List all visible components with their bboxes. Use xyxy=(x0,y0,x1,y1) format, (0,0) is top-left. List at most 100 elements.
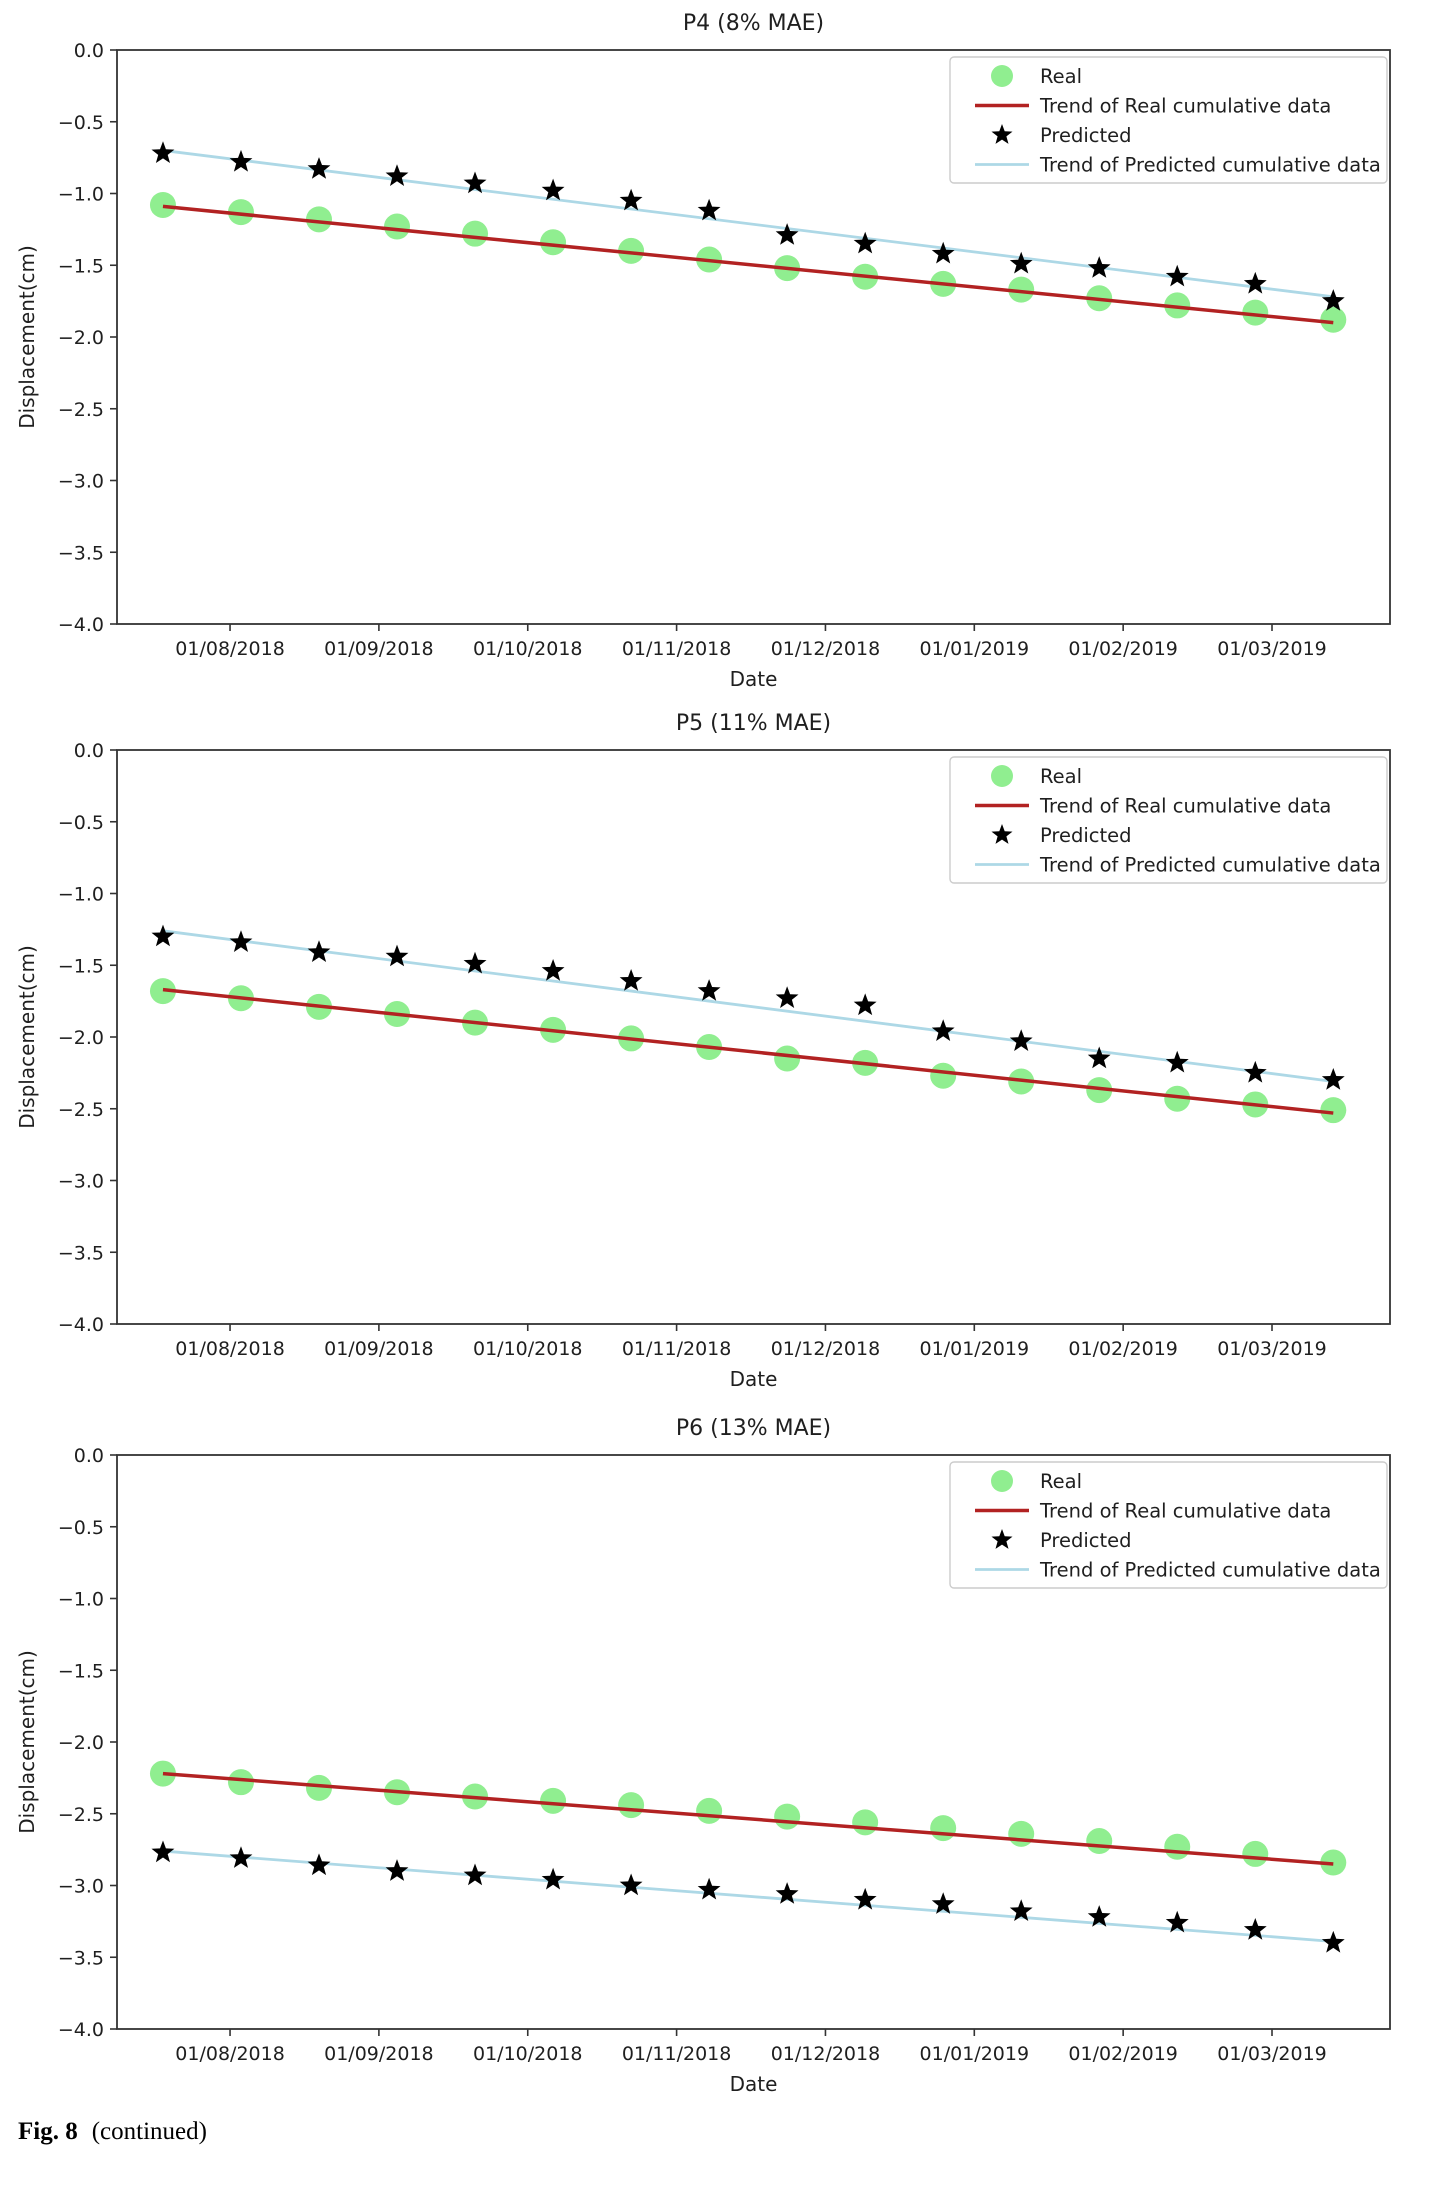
chart-p5: P5 (11% MAE) 0.0 −0.5 −1.0 −1.5 −2.0 −2.5 −3.0 −… xyxy=(0,700,1444,1405)
legend-box: Real Trend of Real cumulative data Predict… xyxy=(949,56,1388,184)
x-tick-label: 01/12/2018 xyxy=(771,1338,881,1360)
x-tick-label: 01/09/2018 xyxy=(324,638,434,660)
real-point xyxy=(227,1769,254,1796)
predicted-series xyxy=(151,1840,1345,1953)
y-tick-label: −1.5 xyxy=(58,1660,104,1682)
real-point xyxy=(1086,1828,1113,1855)
predicted-point xyxy=(1009,251,1033,274)
real-trend-line xyxy=(162,204,1334,325)
predicted-point xyxy=(463,171,487,194)
predicted-point xyxy=(853,231,877,254)
predicted-point xyxy=(1165,1910,1189,1933)
real-point xyxy=(1008,276,1035,303)
predicted-point xyxy=(541,1867,565,1890)
legend-item-label: Trend of Real cumulative data xyxy=(1039,95,1331,118)
predicted-point xyxy=(541,178,565,201)
real-point xyxy=(462,220,489,247)
real-trend-line xyxy=(162,1771,1334,1866)
real-point xyxy=(618,237,645,264)
predicted-point xyxy=(1009,1029,1033,1051)
legend-item-label: Predicted xyxy=(1040,1529,1132,1552)
predicted-point xyxy=(1321,1930,1345,1953)
predicted-point xyxy=(619,188,643,211)
predicted-point xyxy=(307,1853,331,1876)
predicted-point xyxy=(307,940,331,962)
legend-item-label: Predicted xyxy=(1040,124,1132,147)
x-axis: 01/08/2018 01/09/2018 01/10/2018 01/11/2018… xyxy=(175,624,1327,660)
plot-canvas: P5 (11% MAE) 0.0 −0.5 −1.0 −1.5 −2.0 −2.5 −3.0 −… xyxy=(15,711,1391,1391)
x-tick-label: 01/12/2018 xyxy=(771,638,881,660)
y-tick-label: −3.0 xyxy=(58,471,104,493)
real-point xyxy=(1164,1085,1191,1112)
x-tick-label: 01/10/2018 xyxy=(473,638,583,660)
real-series xyxy=(149,191,1347,333)
legend-item: Trend of Real cumulative data xyxy=(975,795,1331,818)
predicted-point xyxy=(1243,271,1267,294)
predicted-point xyxy=(775,986,799,1008)
predicted-point xyxy=(229,930,253,952)
predicted-point xyxy=(1243,1918,1267,1940)
y-tick-label: −1.0 xyxy=(58,1589,104,1611)
legend-item-label: Trend of Predicted cumulative data xyxy=(1039,1559,1381,1582)
predicted-point xyxy=(1243,1060,1267,1083)
x-tick-label: 01/02/2019 xyxy=(1068,1338,1178,1360)
predicted-point xyxy=(1165,264,1189,287)
chart-title: P4 (8% MAE) xyxy=(683,11,824,36)
predicted-point xyxy=(775,1882,799,1904)
predicted-series xyxy=(151,924,1345,1090)
y-tick-label: 0.0 xyxy=(74,740,104,762)
y-tick-label: −0.5 xyxy=(58,112,104,134)
plot-canvas: P6 (13% MAE) 0.0 −0.5 −1.0 −1.5 −2.0 −2.5 −3.0 −… xyxy=(15,1416,1391,2096)
predicted-point xyxy=(1087,1046,1111,1069)
real-point xyxy=(774,1803,801,1830)
y-axis-label: Displacement(cm) xyxy=(15,245,39,429)
y-tick-label: −4.0 xyxy=(58,2019,104,2041)
x-tick-label: 01/11/2018 xyxy=(622,2043,732,2065)
legend-item-label: Trend of Predicted cumulative data xyxy=(1039,154,1381,177)
x-tick-label: 01/08/2018 xyxy=(175,638,285,660)
chart-p4: P4 (8% MAE) 0.0 −0.5 −1.0 −1.5 −2.0 −2.5 −3.0 −3… xyxy=(0,0,1444,705)
legend-item-label: Trend of Predicted cumulative data xyxy=(1039,854,1381,877)
chart-title: P5 (11% MAE) xyxy=(676,711,831,736)
real-point xyxy=(1242,299,1269,326)
x-tick-label: 01/08/2018 xyxy=(175,2043,285,2065)
x-tick-label: 01/09/2018 xyxy=(324,1338,434,1360)
predicted-point xyxy=(1321,289,1345,311)
legend-item: Trend of Real cumulative data xyxy=(975,95,1331,118)
x-tick-label: 01/09/2018 xyxy=(324,2043,434,2065)
predicted-point xyxy=(931,1019,955,1041)
legend-real-marker-icon xyxy=(991,765,1013,787)
y-tick-label: −2.0 xyxy=(58,1732,104,1754)
y-axis: 0.0 −0.5 −1.0 −1.5 −2.0 −2.5 −3.0 −3.5 −4.0 xyxy=(58,1445,117,2041)
y-tick-label: 0.0 xyxy=(74,1445,104,1467)
predicted-point xyxy=(307,157,331,179)
y-tick-label: −2.5 xyxy=(58,1099,104,1121)
x-tick-label: 01/01/2019 xyxy=(920,1338,1030,1360)
real-trend-line xyxy=(162,987,1334,1115)
x-axis: 01/08/2018 01/09/2018 01/10/2018 01/11/2018… xyxy=(175,2029,1327,2065)
y-tick-label: −1.5 xyxy=(58,255,104,277)
real-point xyxy=(1242,1840,1269,1867)
legend-item: Real xyxy=(991,1470,1082,1493)
y-tick-label: −2.0 xyxy=(58,1027,104,1049)
x-tick-label: 01/08/2018 xyxy=(175,1338,285,1360)
predicted-point xyxy=(619,969,643,991)
real-point xyxy=(930,1062,957,1089)
x-axis: 01/08/2018 01/09/2018 01/10/2018 01/11/2018… xyxy=(175,1324,1327,1360)
predicted-point xyxy=(385,164,409,186)
predicted-point xyxy=(151,924,175,947)
x-tick-label: 01/11/2018 xyxy=(622,1338,732,1360)
legend-box: Real Trend of Real cumulative data Predict… xyxy=(949,756,1388,884)
y-tick-label: −4.0 xyxy=(58,614,104,636)
legend-item-label: Real xyxy=(1040,1470,1082,1493)
legend-item: Trend of Predicted cumulative data xyxy=(975,154,1381,177)
chart-title: P6 (13% MAE) xyxy=(676,1416,831,1441)
real-point xyxy=(540,1787,567,1814)
y-tick-label: −3.5 xyxy=(58,1947,104,1969)
real-series xyxy=(149,978,1347,1124)
legend-real-marker-icon xyxy=(991,65,1013,87)
y-tick-label: −0.5 xyxy=(58,812,104,834)
predicted-point xyxy=(931,241,955,264)
figure-caption-label: Fig. 8 xyxy=(18,2118,78,2145)
